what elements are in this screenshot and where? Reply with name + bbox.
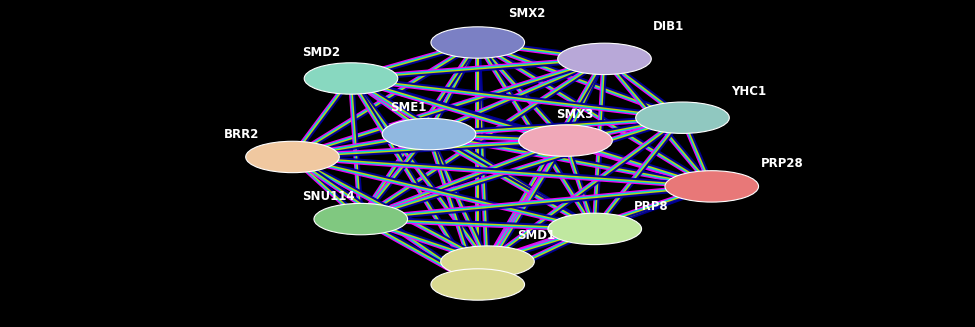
- Circle shape: [636, 102, 729, 133]
- Circle shape: [431, 27, 525, 58]
- Circle shape: [382, 118, 476, 150]
- Circle shape: [441, 246, 534, 277]
- Text: PRP28: PRP28: [760, 157, 803, 170]
- Circle shape: [519, 125, 612, 156]
- Circle shape: [548, 213, 642, 245]
- Circle shape: [665, 171, 759, 202]
- Text: SMX3: SMX3: [556, 108, 593, 121]
- Circle shape: [431, 269, 525, 300]
- Text: YHC1: YHC1: [731, 85, 766, 98]
- Circle shape: [558, 43, 651, 75]
- Text: DIB1: DIB1: [653, 20, 684, 33]
- Circle shape: [246, 141, 339, 173]
- Circle shape: [304, 63, 398, 94]
- Text: SMX2: SMX2: [508, 7, 545, 20]
- Text: SME1: SME1: [390, 101, 426, 114]
- Circle shape: [314, 203, 408, 235]
- Text: SMD1: SMD1: [517, 229, 555, 242]
- Text: SNU114: SNU114: [302, 190, 355, 203]
- Text: PRP8: PRP8: [634, 199, 669, 213]
- Text: BRR2: BRR2: [224, 128, 259, 141]
- Text: SMD2: SMD2: [302, 46, 340, 59]
